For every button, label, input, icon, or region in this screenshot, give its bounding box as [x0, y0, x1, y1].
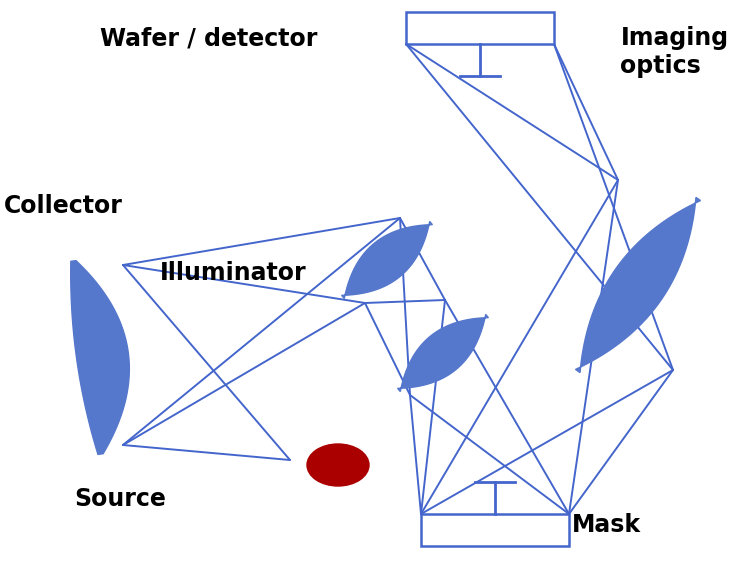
Text: Wafer / detector: Wafer / detector	[100, 26, 318, 50]
Bar	[421, 514, 569, 546]
Text: Illuminator: Illuminator	[160, 260, 306, 285]
Polygon shape	[342, 222, 432, 299]
Polygon shape	[576, 197, 701, 372]
Polygon shape	[71, 260, 129, 455]
Bar	[406, 12, 554, 44]
Polygon shape	[398, 314, 488, 392]
Text: Mask: Mask	[572, 513, 641, 537]
Ellipse shape	[307, 444, 369, 486]
Text: Source: Source	[74, 487, 166, 511]
Text: Collector: Collector	[4, 194, 123, 218]
Text: Imaging
optics: Imaging optics	[620, 26, 729, 78]
